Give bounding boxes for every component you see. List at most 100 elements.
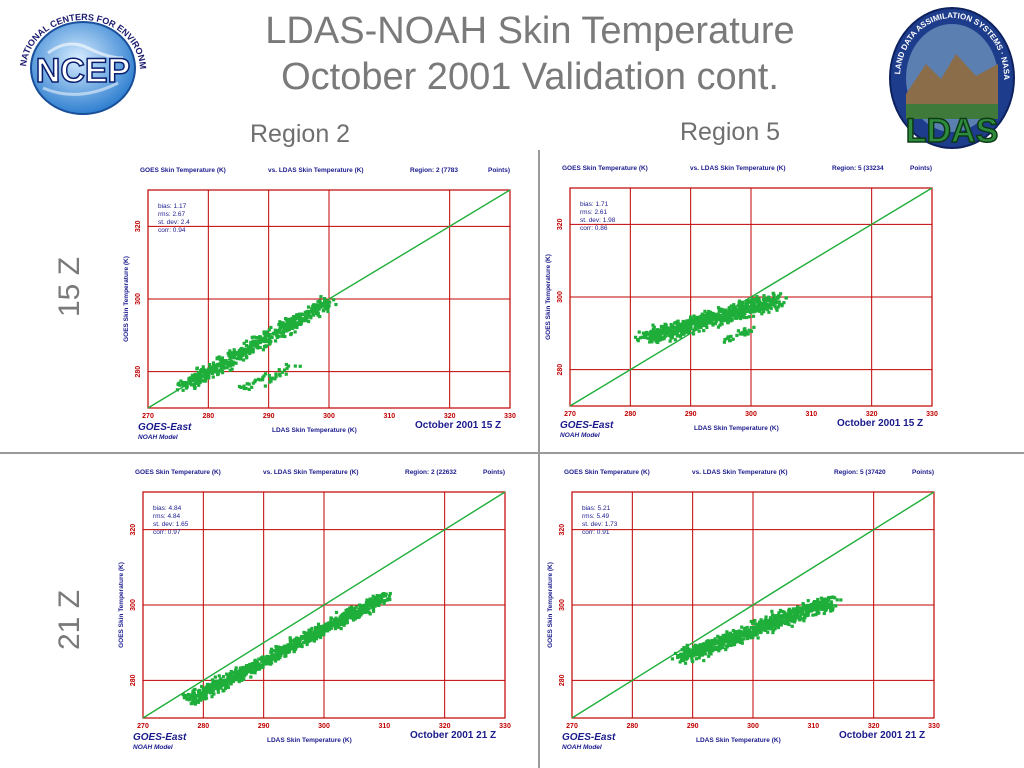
data-point — [351, 618, 356, 622]
horizontal-divider — [0, 452, 1024, 454]
x-tick-label: 320 — [439, 723, 451, 730]
data-point — [750, 298, 755, 302]
data-point — [733, 315, 737, 319]
data-point — [318, 635, 323, 640]
x-tick-label: 330 — [926, 411, 938, 418]
data-point — [241, 665, 245, 670]
data-point — [726, 310, 730, 314]
data-point — [720, 308, 724, 312]
data-point — [772, 303, 776, 307]
data-point — [288, 636, 292, 640]
data-point — [700, 312, 704, 316]
data-point — [739, 632, 743, 636]
data-point — [303, 310, 307, 314]
data-point — [338, 622, 342, 627]
data-point — [191, 701, 195, 705]
data-point — [717, 638, 721, 642]
data-point — [216, 369, 220, 373]
data-point — [238, 353, 242, 357]
stat-text: corr: 0.97 — [153, 529, 181, 536]
data-point — [819, 607, 823, 611]
data-point — [707, 312, 712, 316]
data-point — [223, 683, 227, 687]
data-point — [721, 633, 725, 638]
data-point — [740, 637, 745, 641]
data-point — [739, 308, 743, 313]
data-point — [755, 298, 759, 302]
data-point — [217, 682, 222, 686]
data-point — [209, 369, 213, 373]
data-point — [231, 363, 235, 367]
data-point — [234, 361, 238, 365]
data-point — [334, 621, 338, 625]
data-point — [759, 630, 763, 634]
data-point — [286, 325, 290, 330]
data-point — [651, 323, 655, 327]
data-point — [706, 648, 710, 652]
data-point — [281, 331, 286, 335]
data-point — [770, 613, 775, 617]
data-point — [213, 682, 218, 686]
data-point — [244, 343, 249, 348]
data-point — [739, 314, 743, 318]
data-point — [729, 312, 733, 316]
data-point — [693, 326, 697, 330]
data-point — [274, 372, 278, 376]
data-point — [299, 644, 303, 648]
data-point — [751, 308, 755, 312]
data-point — [684, 329, 688, 333]
data-point — [312, 638, 316, 642]
data-point — [678, 660, 682, 664]
data-point — [221, 675, 226, 679]
data-point — [698, 651, 702, 655]
data-point — [285, 318, 289, 322]
data-point — [727, 336, 731, 341]
data-point — [696, 652, 700, 656]
data-point — [278, 651, 282, 655]
data-point — [250, 670, 254, 674]
data-point — [298, 637, 302, 641]
data-point — [711, 648, 715, 653]
data-point — [794, 612, 798, 616]
data-point — [374, 601, 378, 605]
data-point — [345, 612, 349, 616]
chart-header-mid: vs. LDAS Skin Temperature (K) — [690, 165, 786, 172]
data-point — [744, 315, 749, 320]
data-point — [800, 617, 805, 621]
data-point — [286, 646, 290, 651]
data-point — [245, 356, 249, 360]
data-point — [672, 331, 676, 335]
data-point — [298, 318, 302, 323]
data-point — [741, 310, 745, 314]
data-point — [302, 630, 306, 635]
data-point — [217, 362, 222, 366]
data-point — [690, 658, 694, 662]
data-point — [193, 687, 197, 691]
one-to-one-line — [569, 187, 933, 407]
chart-header-left: GOES Skin Temperature (K) — [140, 167, 226, 174]
data-point — [686, 320, 690, 325]
data-point — [380, 598, 384, 603]
data-point — [668, 339, 672, 343]
data-point — [779, 622, 783, 626]
data-point — [724, 308, 728, 312]
data-point — [675, 334, 679, 338]
data-point — [307, 313, 311, 318]
x-tick-label: 330 — [504, 413, 516, 420]
y-tick-label: 300 — [130, 599, 137, 611]
data-point — [383, 598, 387, 603]
data-point — [273, 328, 277, 332]
data-point — [265, 330, 269, 334]
data-point — [646, 332, 650, 336]
data-point — [699, 319, 704, 323]
data-point — [193, 695, 197, 699]
data-point — [670, 325, 674, 329]
data-point — [754, 633, 758, 637]
data-point — [751, 314, 756, 318]
data-point — [830, 608, 834, 612]
data-point — [258, 664, 263, 668]
data-point — [720, 645, 724, 649]
data-point — [684, 650, 689, 654]
data-point — [260, 339, 264, 343]
title-line-2: October 2001 Validation cont. — [281, 56, 779, 98]
